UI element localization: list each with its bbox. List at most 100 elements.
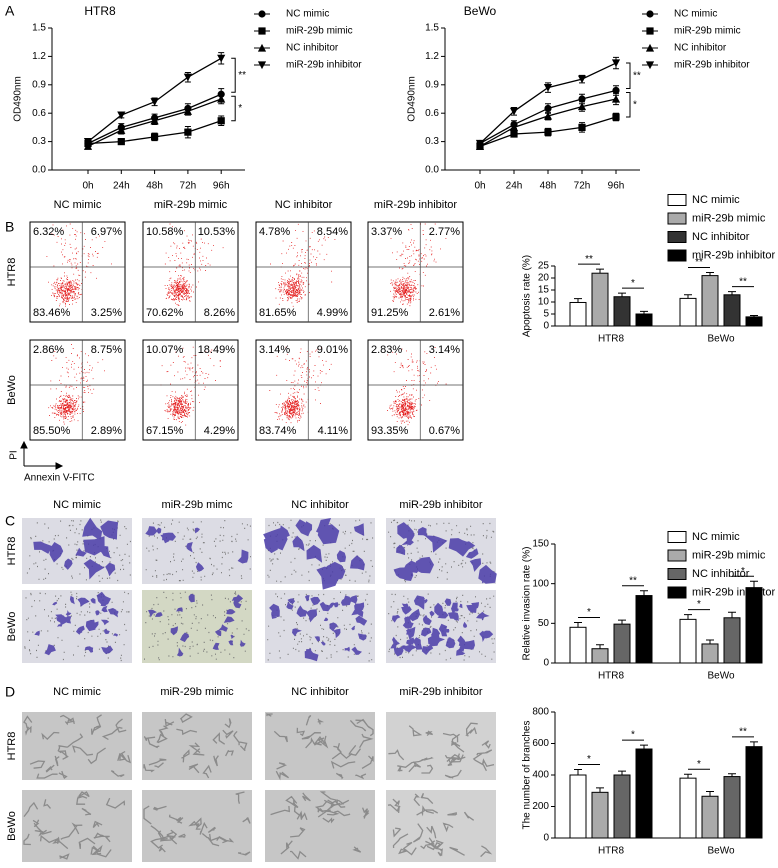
data-point [217, 94, 226, 103]
y-tick-label: 5 [543, 309, 549, 320]
quadrant-percent: 93.35% [371, 425, 409, 437]
quadrant-percent: 2.89% [91, 425, 122, 437]
error-bar [574, 768, 582, 775]
bar [723, 294, 741, 327]
data-point [117, 126, 126, 134]
quadrant-percent: 8.26% [204, 307, 235, 319]
data-point [544, 104, 552, 113]
significance-bracket [626, 91, 631, 118]
flow-x-axis-label: Annexin V-FITC [24, 473, 95, 484]
quadrant-percent: 10.58% [146, 226, 184, 238]
legend-label: miR-29b mimic [692, 549, 766, 561]
column-header: miR-29b mimic [154, 199, 228, 211]
data-point [183, 73, 192, 82]
x-tick-label: BeWo [707, 846, 734, 857]
bar [569, 626, 587, 664]
error-bar [574, 622, 582, 628]
data-point [117, 138, 125, 146]
bar [591, 272, 609, 327]
x-tick-label: 96h [213, 181, 230, 192]
y-tick-label: 0 [543, 658, 549, 669]
bar [701, 795, 719, 839]
significance-bracket [231, 95, 236, 122]
quadrant-percent: 3.14% [429, 344, 460, 356]
y-tick-label: 0 [543, 833, 549, 844]
legend-label: miR-29b inhibitor [692, 249, 775, 261]
column-header: NC inhibitor [275, 199, 333, 211]
data-point [150, 116, 159, 125]
significance-label: * [631, 730, 635, 741]
significance-bracket [231, 57, 236, 93]
column-header: NC mimic [53, 499, 101, 511]
x-tick-label: 0h [82, 181, 93, 192]
y-tick-label: 100 [532, 578, 549, 589]
data-point [183, 107, 192, 115]
quadrant-percent: 3.14% [259, 344, 290, 356]
quadrant-percent: 3.37% [371, 226, 402, 238]
legend-marker [257, 43, 267, 52]
legend-swatch [667, 249, 687, 262]
x-tick-label: 96h [608, 181, 625, 192]
y-axis-label: Apoptosis rate (%) [522, 255, 533, 337]
legend-label: miR-29b mimic [286, 26, 353, 37]
panel-label: C [5, 513, 15, 529]
tube-network [23, 714, 132, 779]
column-header: NC mimic [53, 686, 101, 698]
error-bar [684, 614, 692, 620]
flow-dots [270, 223, 336, 307]
y-tick-label: 600 [532, 738, 549, 749]
column-header: NC inhibitor [291, 686, 349, 698]
quadrant-percent: 2.77% [429, 226, 460, 238]
legend-label: NC mimic [674, 9, 717, 20]
legend-swatch [667, 194, 687, 206]
legend-swatch [667, 212, 687, 225]
y-axis-label: The number of branches [522, 721, 533, 830]
x-tick-label: HTR8 [598, 846, 625, 857]
y-tick-label: 0.9 [425, 79, 439, 90]
quadrant-percent: 10.07% [146, 344, 184, 356]
panel-label: A [5, 3, 15, 19]
data-point [475, 139, 485, 148]
x-tick-label: HTR8 [598, 671, 625, 682]
stained-cells [263, 518, 365, 590]
y-tick-label: 1.2 [425, 51, 439, 62]
y-tick-label: 25 [538, 261, 550, 272]
tube-network [387, 793, 493, 858]
flow-plot-frame [367, 339, 464, 441]
y-tick-label: 0.0 [425, 165, 439, 176]
data-point [543, 111, 553, 120]
legend-label: NC mimic [286, 9, 329, 20]
legend-swatch [667, 586, 687, 599]
micrograph-specks [145, 519, 251, 582]
bar [701, 275, 719, 327]
chart-title: HTR8 [84, 4, 116, 18]
error-bar [618, 770, 626, 775]
flow-plot-frame [255, 339, 352, 441]
bar [591, 648, 609, 664]
significance-label: ** [695, 257, 703, 268]
column-header: miR-29b inhibitor [399, 686, 482, 698]
x-tick-label: BeWo [707, 671, 734, 682]
flow-axes-arrows [20, 440, 64, 470]
legend-label: NC inhibitor [674, 43, 727, 54]
legend-label: NC inhibitor [692, 568, 750, 580]
data-point [578, 123, 586, 131]
row-label: HTR8 [6, 732, 18, 761]
flow-dots [48, 344, 105, 425]
significance-label: * [238, 103, 242, 114]
error-bar [618, 619, 626, 625]
data-point [83, 138, 93, 146]
legend-label: NC inhibitor [692, 231, 750, 243]
legend-label: miR-29b mimic [674, 26, 741, 37]
error-bar [640, 590, 648, 596]
quadrant-percent: 4.11% [318, 425, 349, 437]
stained-cells [33, 517, 119, 580]
x-tick-label: 24h [113, 181, 130, 192]
flow-dots [269, 346, 332, 424]
column-header: miR-29b inhibitor [399, 499, 482, 511]
quadrant-percent: 8.75% [91, 344, 122, 356]
significance-label: * [633, 99, 637, 110]
error-bar [728, 611, 736, 618]
error-bar [728, 291, 736, 295]
significance-label: * [697, 599, 701, 610]
